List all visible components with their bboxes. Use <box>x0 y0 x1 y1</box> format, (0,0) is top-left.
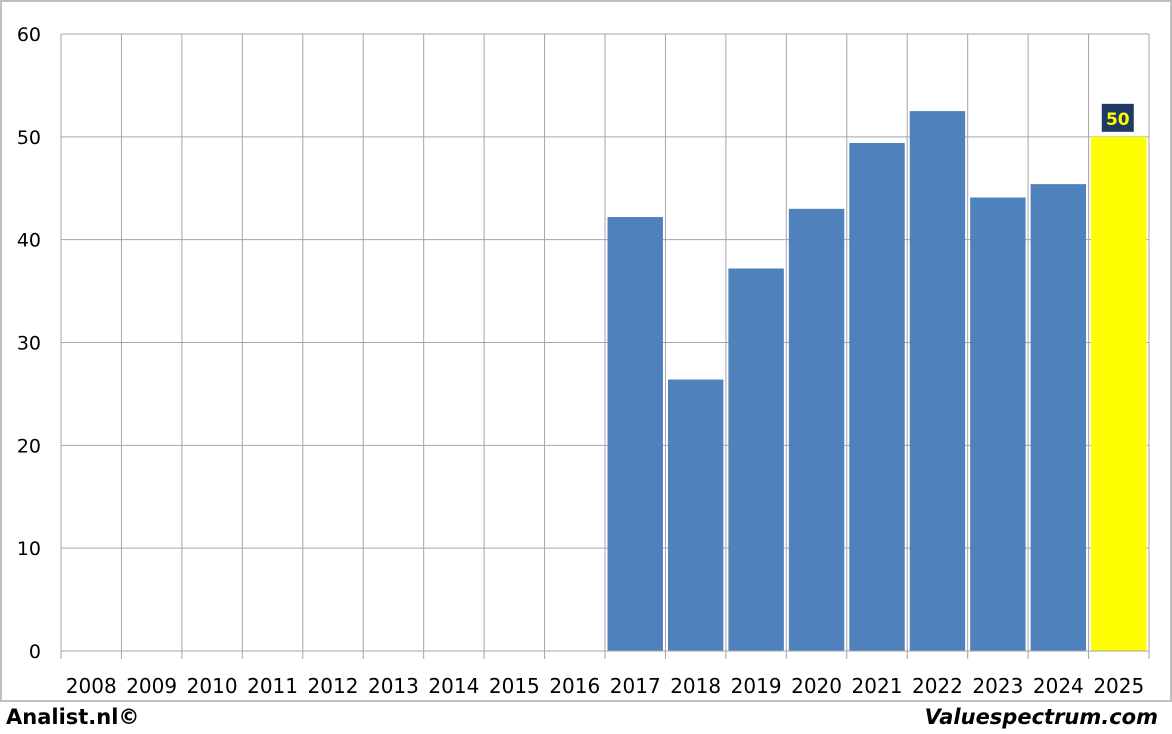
bar-2022 <box>909 111 966 651</box>
bar-2019 <box>728 268 784 651</box>
x-tick-label: 2013 <box>368 674 419 698</box>
data-label: 50 <box>1106 110 1130 130</box>
y-tick-label: 50 <box>17 127 41 149</box>
y-tick-label: 30 <box>17 333 41 355</box>
x-tick-label: 2014 <box>428 674 479 698</box>
y-tick-label: 40 <box>17 230 41 252</box>
bar-2017 <box>607 217 663 651</box>
bar-highlight-2025 <box>1091 136 1147 652</box>
x-tick-label: 2008 <box>66 674 117 698</box>
x-tick-label: 2017 <box>610 674 661 698</box>
x-tick-label: 2023 <box>972 674 1023 698</box>
bar-2021 <box>849 143 905 651</box>
x-tick-label: 2019 <box>731 674 782 698</box>
footer-source-right: Valuespectrum.com <box>924 705 1158 729</box>
x-tick-label: 2015 <box>489 674 540 698</box>
chart-frame <box>0 0 1172 702</box>
x-tick-label: 2009 <box>126 674 177 698</box>
x-tick-label: 2021 <box>852 674 903 698</box>
bar-2020 <box>788 208 845 652</box>
x-tick-label: 2011 <box>247 674 298 698</box>
bar-2024 <box>1030 184 1087 652</box>
data-label-box <box>1101 103 1134 132</box>
x-tick-label: 2022 <box>912 674 963 698</box>
x-tick-label: 2020 <box>791 674 842 698</box>
x-tick-label: 2016 <box>549 674 600 698</box>
bar-2018 <box>667 379 724 651</box>
footer-source-left: Analist.nl© <box>6 705 140 729</box>
y-tick-label: 10 <box>17 538 41 560</box>
x-tick-label: 2010 <box>187 674 238 698</box>
y-tick-label: 20 <box>17 435 41 457</box>
x-tick-label: 2018 <box>670 674 721 698</box>
y-tick-label: 60 <box>17 24 41 46</box>
y-tick-label: 0 <box>29 641 41 663</box>
x-tick-label: 2012 <box>308 674 359 698</box>
x-tick-label: 2025 <box>1093 674 1144 698</box>
x-tick-label: 2024 <box>1033 674 1084 698</box>
bar-2023 <box>970 197 1026 651</box>
